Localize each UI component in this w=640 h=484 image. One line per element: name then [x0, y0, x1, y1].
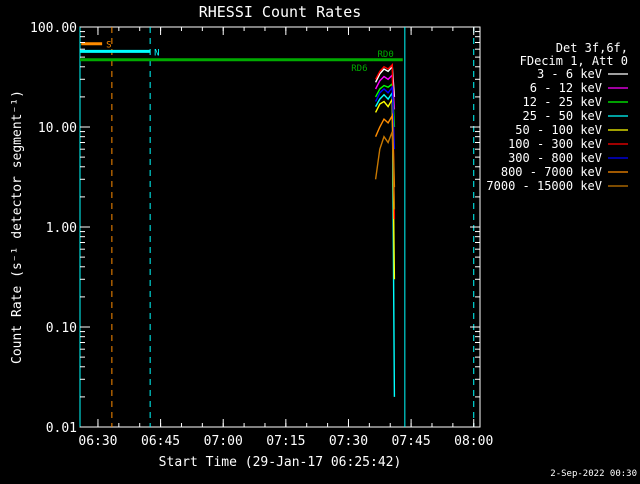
chart-title: RHESSI Count Rates — [199, 3, 362, 21]
x-tick-label-0: 06:30 — [78, 434, 117, 449]
x-tick-label-3: 07:15 — [266, 434, 305, 449]
annotation-label-rd6: RD6 — [351, 64, 367, 74]
legend-label-1: 6 - 12 keV — [530, 81, 602, 95]
legend-label-4: 50 - 100 keV — [515, 123, 602, 137]
plot-frame — [79, 26, 481, 428]
x-tick-label-1: 06:45 — [141, 434, 180, 449]
y-tick-label-0: 0.01 — [46, 421, 77, 436]
series-line-6 — [374, 85, 396, 150]
annotation-label-rd0: RD0 — [378, 50, 394, 60]
attenuator-annotations: S N RD6 RD0 — [80, 41, 403, 74]
y-tick-label-1: 0.10 — [46, 321, 77, 336]
legend-label-6: 300 - 800 keV — [508, 151, 602, 165]
series-line-7 — [374, 113, 396, 188]
x-tick-label-2: 07:00 — [204, 434, 243, 449]
legend-label-0: 3 - 6 keV — [537, 67, 602, 81]
annotation-label-s: S — [106, 41, 111, 51]
y-tick-label-4: 100.00 — [30, 21, 77, 36]
x-tick-label-6: 08:00 — [454, 434, 493, 449]
date-stamp: 2-Sep-2022 00:30 — [550, 469, 637, 479]
legend-header-0: Det 3f,6f, — [556, 41, 628, 55]
x-tick-label-4: 07:30 — [329, 434, 368, 449]
vertical-markers — [79, 27, 475, 427]
x-axis-label: Start Time (29-Jan-17 06:25:42) — [159, 455, 402, 470]
legend-label-8: 7000 - 15000 keV — [486, 179, 602, 193]
series-line-8 — [374, 131, 396, 210]
axis-ticks: 06:30 06:45 07:00 07:15 07:30 07:45 08:00 0.01 0… — [30, 21, 493, 449]
y-tick-label-3: 10.00 — [38, 121, 77, 136]
x-tick-label-5: 07:45 — [392, 434, 431, 449]
annotation-label-n: N — [154, 48, 159, 58]
legend-header-1: FDecim 1, Att 0 — [520, 54, 628, 68]
y-axis-label: Count Rate (s⁻¹ detector segment⁻¹) — [10, 90, 25, 364]
y-tick-label-2: 1.00 — [46, 221, 77, 236]
series-line-4 — [374, 96, 396, 280]
legend-label-2: 12 - 25 keV — [523, 95, 602, 109]
data-series — [374, 63, 396, 397]
legend-label-5: 100 - 300 keV — [508, 137, 602, 151]
legend-label-3: 25 - 50 keV — [523, 109, 602, 123]
legend-label-7: 800 - 7000 keV — [501, 165, 602, 179]
